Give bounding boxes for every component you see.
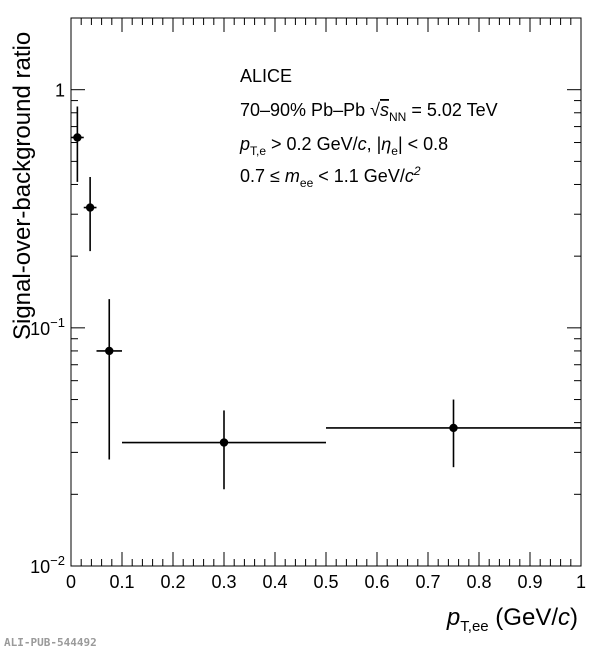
collision-system: 70–90% Pb–Pb √sNN = 5.02 TeV [240,100,498,124]
x-tick-label: 1 [576,572,586,592]
x-axis-label: pT,ee (GeV/c) [446,604,578,635]
error-bars [71,106,581,490]
data-point [449,423,458,433]
experiment-label: ALICE [240,66,292,86]
x-tick-label: 0.2 [160,572,185,592]
data-point [73,133,82,142]
kinematic-cuts: pT,e > 0.2 GeV/c, |ηe| < 0.8 [239,134,448,158]
y-tick-labels: 1 10−1 10−2 [30,81,65,577]
annotation-box: ALICE 70–90% Pb–Pb √sNN = 5.02 TeV pT,e … [239,66,498,190]
x-tick-labels: 0 0.1 0.2 0.3 0.4 0.5 0.6 0.7 0.8 0.9 1 [66,572,586,592]
x-tick-label: 0.4 [262,572,287,592]
x-tick-label: 0 [66,572,76,592]
x-tick-label: 0.1 [109,572,134,592]
axis-ticks [70,17,582,567]
mass-range: 0.7 ≤ mee < 1.1 GeV/c2 [240,164,421,190]
x-tick-label: 0.3 [211,572,236,592]
data-point [85,203,95,212]
y-axis-label: Signal-over-background ratio [9,32,36,340]
publication-id: ALI-PUB-544492 [4,636,97,649]
y-tick-label: 10−2 [30,553,65,577]
x-tick-label: 0.9 [517,572,542,592]
sqrt-sign: √ [370,100,380,120]
data-points [73,133,458,447]
y-tick-label: 10−1 [30,315,65,339]
x-tick-label: 0.5 [313,572,338,592]
y-tick-label: 1 [55,81,65,101]
x-tick-label: 0.7 [415,572,440,592]
x-tick-label: 0.6 [364,572,389,592]
data-point [105,346,114,356]
data-point [219,438,229,447]
x-tick-label: 0.8 [466,572,491,592]
